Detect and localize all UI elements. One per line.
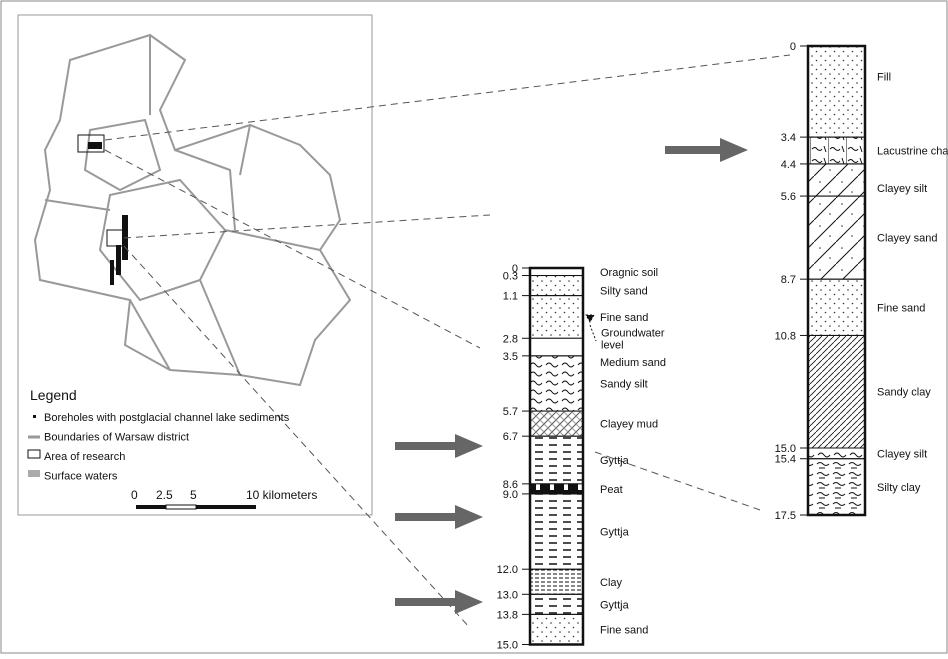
layer-label: Silty sand [600, 286, 648, 298]
layer-label: Clay [600, 577, 623, 589]
legend-label: Boreholes with postglacial channel lake … [44, 412, 290, 424]
depth-label: 9.0 [503, 489, 518, 501]
layer-label: Gyttja [600, 599, 630, 611]
layer [530, 594, 583, 614]
scale-label: 0 [131, 488, 138, 502]
layer-label: Clayey silt [877, 183, 927, 195]
layer [808, 46, 865, 137]
layer-label: Fine sand [600, 624, 648, 636]
depth-label: 2.8 [503, 333, 518, 345]
depth-label: 15.4 [775, 454, 796, 466]
layer-label: Gyttja [600, 527, 630, 539]
legend-label: Area of research [44, 451, 125, 463]
layer [530, 494, 583, 569]
layer [808, 448, 865, 459]
legend-label: Surface waters [44, 471, 118, 483]
depth-label: 8.7 [781, 274, 796, 286]
layer [530, 411, 583, 436]
depth-label: 10.8 [775, 330, 796, 342]
depth-label: 3.4 [781, 132, 796, 144]
legend-symbol [33, 415, 36, 418]
boreholes-logs: Oragnic soil Silty sand Fine sand Medium sa… [497, 41, 948, 652]
scale-label: 2.5 [156, 488, 173, 502]
depth-label: 0.3 [503, 271, 518, 283]
depth-label: 13.0 [497, 589, 518, 601]
layer [530, 338, 583, 356]
layer-label: Oragnic soil [600, 267, 658, 279]
layer-label: Fine sand [600, 312, 648, 324]
layer [808, 279, 865, 335]
layer-label: Fine sand [877, 302, 925, 314]
layer-label: Sandy clay [877, 387, 931, 399]
layer [808, 137, 865, 164]
depth-label: 1.1 [503, 291, 518, 303]
layer [808, 164, 865, 196]
layer [808, 459, 865, 515]
layer-label: Gyttja [600, 455, 630, 467]
depth-label: 3.5 [503, 351, 518, 363]
layer [530, 569, 583, 594]
layer-label: Peat [600, 484, 623, 496]
layer-label: Sandy silt [600, 378, 648, 390]
layer [530, 484, 583, 494]
layer [530, 276, 583, 296]
layer-label: Clayey silt [877, 448, 927, 460]
depth-label: 4.4 [781, 159, 796, 171]
depth-label: 6.7 [503, 431, 518, 443]
layer-label: Silty clay [877, 482, 921, 494]
legend-label: Boundaries of Warsaw district [44, 432, 189, 444]
layer-label: Clayey mud [600, 419, 658, 431]
legend-title: Legend [30, 387, 77, 403]
layer [808, 196, 865, 279]
layer [808, 335, 865, 448]
depth-label: 12.0 [497, 564, 518, 576]
layer [530, 356, 583, 411]
layer-label: Medium sand [600, 357, 666, 369]
depth-label: 5.7 [503, 406, 518, 418]
layer [530, 296, 583, 339]
depth-label: 13.8 [497, 609, 518, 621]
groundwater-marker [586, 315, 596, 341]
scale-label: 5 [190, 488, 197, 502]
depth-label: 0 [790, 41, 796, 53]
layer [530, 436, 583, 484]
layer-label: Clayey sand [877, 233, 938, 245]
depth-label: 15.0 [497, 640, 518, 652]
legend-symbol [28, 470, 40, 477]
scale-label: 10 kilometers [246, 488, 317, 502]
layer-label: Lacustrine chalk [877, 146, 948, 158]
depth-label: 17.5 [775, 510, 796, 522]
figure: Legend Boreholes with postglacial channe… [0, 0, 948, 654]
layer [530, 614, 583, 644]
depth-label: 5.6 [781, 191, 796, 203]
layer-label: Fill [877, 72, 891, 84]
